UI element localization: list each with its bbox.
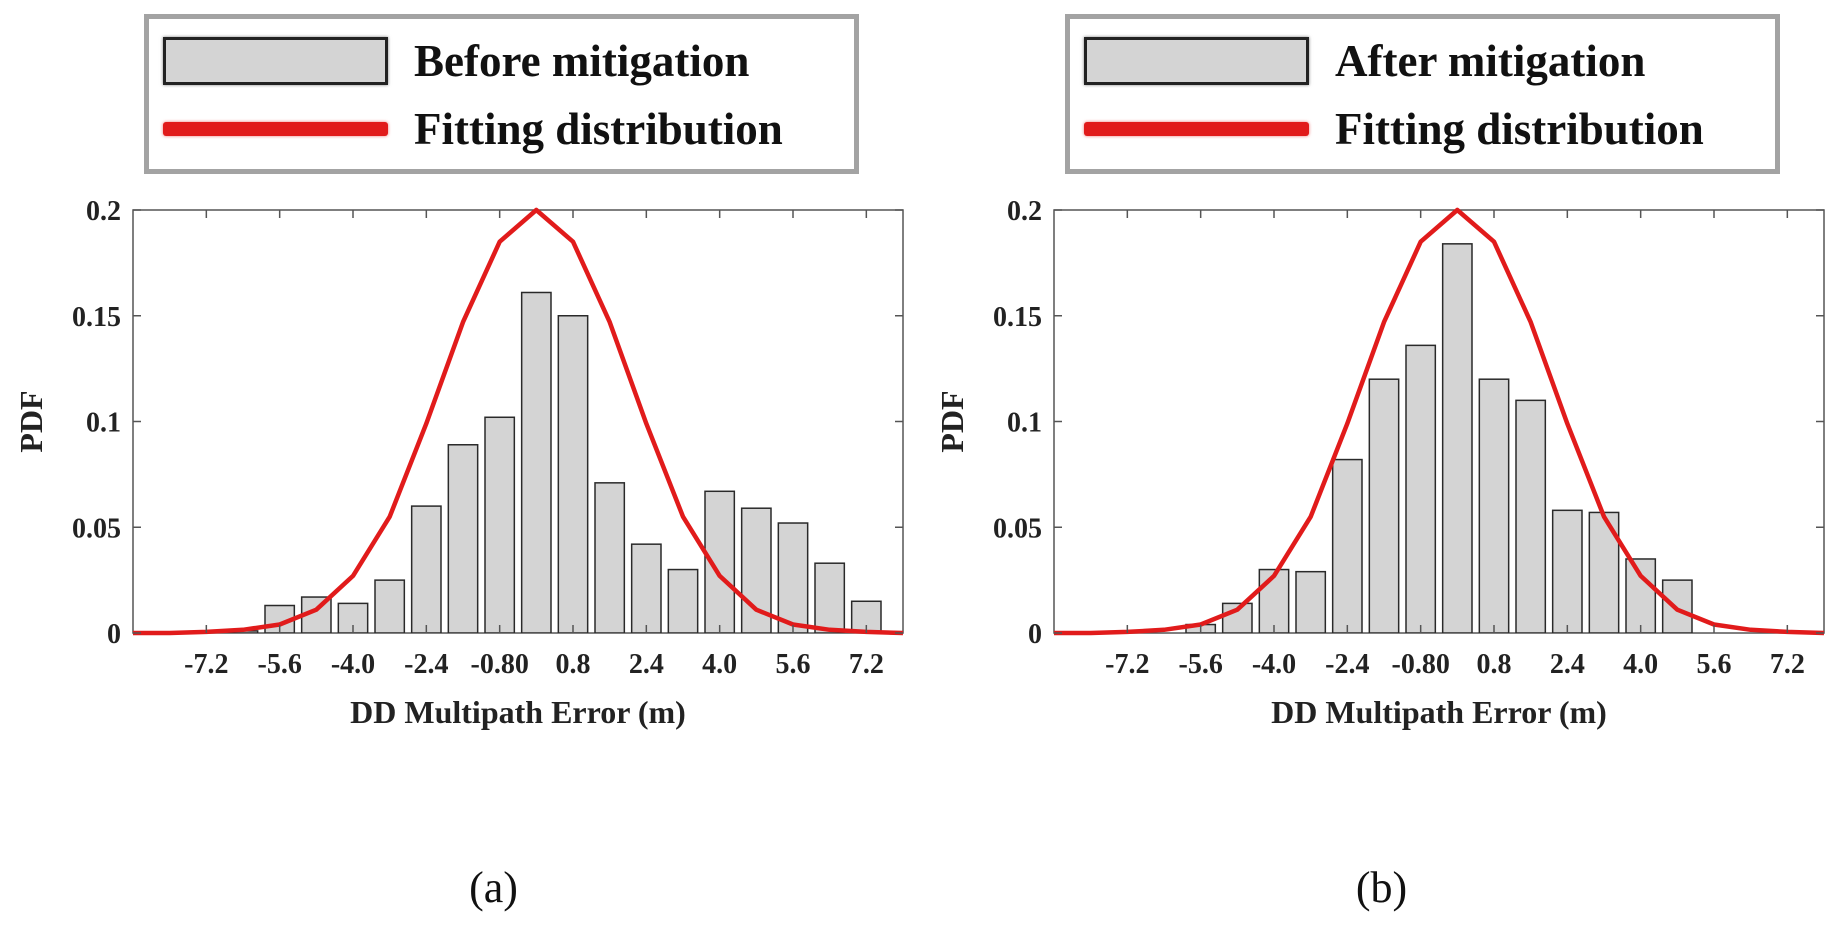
histogram-bar bbox=[1661, 579, 1693, 633]
histogram-bar bbox=[1331, 458, 1363, 633]
y-tick-label: 0 bbox=[107, 619, 121, 650]
y-tick-label: 0.1 bbox=[1007, 408, 1042, 439]
legend-entry-curve: Fitting distribution bbox=[1084, 99, 1704, 159]
x-tick-label: -5.6 bbox=[258, 649, 302, 680]
bars-group bbox=[227, 291, 882, 633]
histogram-chart: -7.2 -5.6 -4.0 -2.4 -0.80 0.8 2.4 4.0 5.6 7.2 0 0.0… bbox=[934, 196, 1825, 730]
legend-box: After mitigation Fitting distribution bbox=[1065, 14, 1780, 174]
figure-caption: (a) bbox=[469, 863, 518, 912]
x-tick-label: 4.0 bbox=[1623, 649, 1658, 680]
x-tick-label: -2.4 bbox=[1325, 649, 1369, 680]
histogram-bar bbox=[557, 315, 589, 633]
legend-curve-label: Fitting distribution bbox=[414, 104, 783, 154]
x-tick-label: 4.0 bbox=[702, 649, 737, 680]
histogram-bar bbox=[630, 543, 662, 633]
y-axis-label: PDF bbox=[13, 390, 49, 452]
histogram-bar bbox=[667, 568, 699, 633]
legend-entry-curve: Fitting distribution bbox=[163, 99, 783, 159]
figure-caption: (b) bbox=[1355, 863, 1408, 912]
x-axis-label: DD Multipath Error (m) bbox=[1271, 694, 1607, 730]
x-tick-label: -0.80 bbox=[1392, 649, 1450, 680]
x-tick-label: 5.6 bbox=[776, 649, 811, 680]
histogram-bar bbox=[814, 562, 846, 633]
x-tick-label: 7.2 bbox=[1770, 649, 1805, 680]
histogram-bar bbox=[1295, 570, 1327, 633]
histogram-chart: -7.2 -5.6 -4.0 -2.4 -0.80 0.8 2.4 4.0 5.6 7.2 0 0.0… bbox=[13, 196, 904, 730]
y-tick-label: 0.15 bbox=[72, 302, 121, 333]
legend-entry-bars: Before mitigation bbox=[163, 31, 749, 91]
legend-curve-swatch bbox=[1084, 122, 1309, 136]
chart-panel-a: Before mitigation Fitting distribution -… bbox=[0, 0, 921, 935]
x-tick-label: -5.6 bbox=[1179, 649, 1223, 680]
histogram-bar bbox=[1478, 378, 1510, 633]
x-tick-label: -4.0 bbox=[1252, 649, 1296, 680]
x-tick-label: 7.2 bbox=[849, 649, 884, 680]
x-tick-label: 5.6 bbox=[1697, 649, 1732, 680]
histogram-bar bbox=[1368, 378, 1400, 633]
y-tick-label: 0.15 bbox=[993, 302, 1042, 333]
histogram-bar bbox=[1515, 399, 1547, 633]
plot-area-frame bbox=[1053, 209, 1825, 634]
fitting-curve bbox=[133, 207, 904, 636]
x-tick-label: -7.2 bbox=[1105, 649, 1149, 680]
histogram-bar bbox=[1405, 344, 1437, 633]
legend-box: Before mitigation Fitting distribution bbox=[144, 14, 859, 174]
x-tick-label: 2.4 bbox=[629, 649, 664, 680]
chart-panel-b: After mitigation Fitting distribution -7… bbox=[921, 0, 1842, 935]
histogram-bar bbox=[1441, 243, 1473, 633]
legend-bars-label: Before mitigation bbox=[414, 36, 750, 86]
x-tick-label: -2.4 bbox=[404, 649, 448, 680]
x-tick-label: 2.4 bbox=[1550, 649, 1585, 680]
legend-bar-swatch bbox=[163, 37, 388, 85]
x-tick-label: -7.2 bbox=[184, 649, 228, 680]
legend-bars-label: After mitigation bbox=[1335, 36, 1646, 86]
bars-group bbox=[1185, 243, 1693, 633]
y-tick-label: 0.2 bbox=[1007, 196, 1042, 227]
x-tick-label: 0.8 bbox=[1477, 649, 1512, 680]
x-axis-label: DD Multipath Error (m) bbox=[350, 694, 686, 730]
histogram-bar bbox=[1625, 558, 1657, 633]
histogram-bar bbox=[410, 505, 442, 633]
histogram-bar bbox=[447, 444, 479, 633]
legend-entry-bars: After mitigation bbox=[1084, 31, 1645, 91]
histogram-bar bbox=[374, 579, 406, 633]
histogram-bar bbox=[520, 291, 552, 633]
x-tick-label: -0.80 bbox=[471, 649, 529, 680]
histogram-bar bbox=[1258, 568, 1290, 633]
y-tick-label: 0.1 bbox=[86, 408, 121, 439]
histogram-bar bbox=[777, 522, 809, 633]
x-tick-label: -4.0 bbox=[331, 649, 375, 680]
x-tick-label: 0.8 bbox=[556, 649, 591, 680]
fitting-curve bbox=[1054, 207, 1825, 636]
y-tick-label: 0 bbox=[1028, 619, 1042, 650]
histogram-bar bbox=[484, 416, 516, 633]
legend-bar-swatch bbox=[1084, 37, 1309, 85]
y-tick-label: 0.05 bbox=[993, 513, 1042, 544]
y-axis-label: PDF bbox=[934, 390, 970, 452]
y-tick-label: 0.05 bbox=[72, 513, 121, 544]
histogram-bar bbox=[1551, 509, 1583, 633]
histogram-bar bbox=[594, 482, 626, 633]
legend-curve-label: Fitting distribution bbox=[1335, 104, 1704, 154]
legend-curve-swatch bbox=[163, 122, 388, 136]
y-tick-label: 0.2 bbox=[86, 196, 121, 227]
